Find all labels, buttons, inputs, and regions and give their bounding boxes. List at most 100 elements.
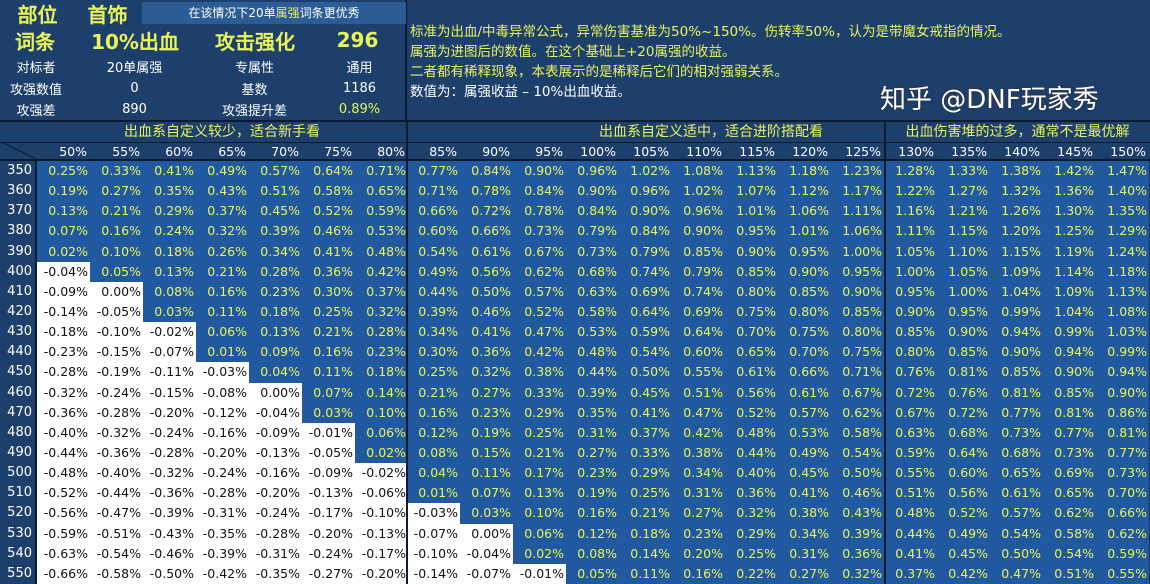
table-cell: 0.85% (1043, 382, 1096, 404)
table-cell: 0.70% (1096, 483, 1149, 504)
table-cell: 0.43% (196, 181, 249, 202)
table-cell: 0.41% (143, 161, 196, 182)
table-cell: -0.06% (355, 483, 408, 504)
table-cell: -0.09% (249, 422, 302, 444)
table-cell: 0.29% (143, 201, 196, 222)
table-cell: 0.07% (37, 221, 90, 243)
row-label: 500 (0, 463, 37, 484)
table-cell: 0.59% (884, 443, 937, 464)
column-header: 65% (218, 144, 246, 159)
table-cell: 0.90% (990, 342, 1043, 363)
table-cell: 0.39% (831, 523, 884, 545)
table-cell: 0.10% (90, 241, 143, 263)
table-cell: 0.39% (566, 382, 619, 404)
table-cell: 0.29% (725, 523, 778, 545)
table-cell: 0.54% (619, 342, 672, 363)
table-cell: 1.12% (778, 181, 831, 202)
table-cell: 0.45% (249, 201, 302, 222)
table-cell: 0.78% (460, 181, 513, 202)
table-cell: 0.30% (407, 342, 460, 363)
table-cell: 1.05% (884, 241, 937, 263)
table-cell: 0.53% (778, 422, 831, 444)
table-cell: 0.49% (778, 443, 831, 464)
table-cell: 0.95% (778, 241, 831, 263)
table-cell: 0.55% (672, 362, 725, 384)
table-cell: -0.28% (37, 362, 90, 384)
column-header: 90% (482, 144, 510, 159)
table-cell: 0.84% (566, 201, 619, 222)
base-label: 基数 (241, 82, 268, 98)
table-cell: 0.49% (407, 261, 460, 283)
table-cell: 0.90% (513, 161, 566, 182)
row-label: 400 (0, 261, 37, 283)
table-cell: 0.75% (778, 322, 831, 343)
table-cell: 0.70% (778, 342, 831, 363)
table-cell: 0.48% (884, 503, 937, 525)
table-cell: -0.32% (143, 463, 196, 484)
table-cell: 0.06% (513, 523, 566, 545)
table-cell: 0.24% (143, 221, 196, 243)
table-cell: 0.34% (407, 322, 460, 343)
entry-number: 296 (336, 28, 379, 52)
table-cell: 0.18% (249, 302, 302, 323)
table-cell: 1.11% (831, 201, 884, 222)
table-cell: -0.23% (37, 342, 90, 363)
table-cell: 0.53% (355, 221, 408, 243)
table-cell: 0.04% (407, 463, 460, 484)
table-cell: 0.02% (37, 241, 90, 263)
table-cell: -0.59% (37, 523, 90, 545)
table-cell: -0.28% (249, 523, 302, 545)
column-header: 120% (792, 144, 828, 159)
table-cell: 0.01% (407, 483, 460, 504)
table-cell: 0.12% (566, 523, 619, 545)
table-cell: -0.07% (143, 342, 196, 363)
table-cell: -0.28% (90, 402, 143, 424)
column-header: 125% (845, 144, 881, 159)
row-label: 480 (0, 422, 37, 444)
table-cell: 0.13% (513, 483, 566, 504)
tip-suffix: 词条更优秀 (299, 6, 360, 20)
table-cell: 1.15% (990, 241, 1043, 263)
table-cell: -0.32% (37, 382, 90, 404)
table-cell: -0.08% (196, 382, 249, 404)
table-cell: 0.54% (1043, 543, 1096, 565)
table-cell: 0.47% (672, 402, 725, 424)
table-cell: 0.85% (937, 342, 990, 363)
column-header: 85% (429, 144, 457, 159)
column-header: 75% (324, 144, 352, 159)
table-cell: 0.69% (672, 302, 725, 323)
table-cell: -0.47% (90, 503, 143, 525)
column-header: 80% (377, 144, 405, 159)
table-cell: 0.16% (672, 563, 725, 584)
table-cell: 1.14% (1043, 261, 1096, 283)
table-cell: 0.42% (937, 563, 990, 584)
table-cell: 1.00% (937, 281, 990, 303)
table-cell: -0.09% (302, 463, 355, 484)
table-cell: 0.34% (778, 523, 831, 545)
table-cell: -0.17% (302, 503, 355, 525)
table-cell: 0.17% (513, 463, 566, 484)
table-cell: 0.07% (302, 382, 355, 404)
table-cell: 0.65% (990, 463, 1043, 484)
table-cell: 0.99% (990, 302, 1043, 323)
atk-diff-label: 攻强差 (16, 103, 56, 119)
table-cell: 1.24% (1096, 241, 1149, 263)
table-cell: 0.51% (884, 483, 937, 504)
table-cell: 0.64% (672, 322, 725, 343)
table-cell: 0.38% (778, 503, 831, 525)
table-cell: 0.59% (355, 201, 408, 222)
table-cell: -0.66% (37, 563, 90, 584)
table-cell: 0.77% (407, 161, 460, 182)
table-cell: -0.01% (513, 563, 566, 584)
table-cell: 0.58% (302, 181, 355, 202)
table-cell: 0.75% (725, 302, 778, 323)
table-cell: 0.94% (1043, 342, 1096, 363)
table-cell: 0.79% (619, 241, 672, 263)
table-cell: 1.33% (937, 161, 990, 182)
entry-compare: 攻击强化 (215, 29, 295, 54)
table-cell: 0.02% (355, 443, 408, 464)
table-cell: 0.16% (90, 221, 143, 243)
table-cell: 0.01% (196, 342, 249, 363)
table-cell: 0.52% (725, 402, 778, 424)
table-cell: 0.33% (619, 443, 672, 464)
